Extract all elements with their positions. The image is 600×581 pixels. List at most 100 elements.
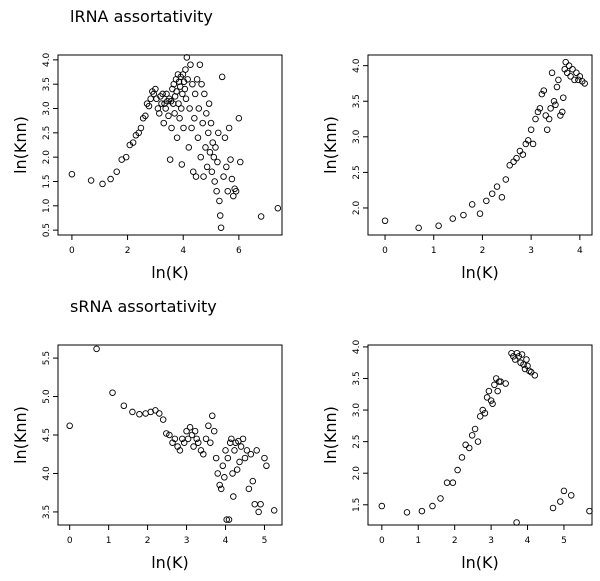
y-axis-label: ln(Knn): [11, 406, 30, 464]
x-axis-label: ln(K): [151, 553, 189, 572]
point: [222, 447, 229, 454]
point: [198, 80, 205, 88]
plot-frame: [57, 54, 283, 236]
y-tick-label: 4.0: [42, 52, 52, 67]
x-tick-label: 0: [69, 246, 75, 256]
point: [107, 175, 114, 183]
point: [200, 173, 207, 180]
point: [513, 154, 520, 162]
point: [196, 61, 204, 68]
point: [549, 504, 557, 512]
point: [213, 187, 220, 195]
point: [543, 126, 551, 133]
point: [120, 402, 128, 410]
point: [502, 176, 510, 183]
y-tick-label: 3.5: [42, 77, 52, 91]
point: [516, 147, 524, 155]
y-tick-label: 4.0: [352, 339, 362, 354]
point: [245, 485, 253, 493]
x-tick-label: 2: [452, 536, 458, 546]
point: [182, 66, 189, 73]
point: [237, 158, 244, 166]
point: [214, 158, 221, 166]
y-tick-label: 3.5: [352, 94, 362, 108]
point: [186, 424, 194, 431]
point: [99, 180, 106, 188]
point: [253, 447, 260, 454]
y-tick-label: 0.5: [42, 223, 52, 237]
x-tick-label: 4: [223, 536, 229, 546]
point: [571, 76, 578, 84]
x-tick-label: 6: [236, 246, 242, 256]
x-axis-label: ln(K): [151, 263, 189, 282]
point: [237, 443, 245, 450]
point: [173, 134, 181, 141]
point: [493, 183, 501, 190]
point: [187, 61, 194, 68]
point: [573, 69, 580, 77]
point: [156, 110, 163, 117]
point: [178, 105, 185, 112]
point: [532, 115, 539, 123]
point: [449, 479, 457, 486]
x-tick-label: 0: [382, 246, 388, 256]
point: [202, 144, 209, 151]
x-tick-label: 0: [379, 536, 385, 546]
point: [188, 431, 196, 439]
point: [230, 192, 237, 200]
point: [113, 168, 120, 176]
point: [68, 170, 76, 178]
point: [193, 76, 201, 83]
point: [193, 435, 200, 443]
point: [217, 485, 225, 493]
point: [181, 85, 189, 93]
point: [227, 156, 234, 163]
point: [468, 201, 476, 208]
point: [553, 83, 561, 91]
point: [241, 454, 249, 462]
x-axis-label: ln(K): [461, 553, 499, 572]
point: [581, 80, 588, 87]
point: [542, 112, 549, 119]
y-tick-label: 3.0: [352, 129, 362, 144]
point: [159, 90, 166, 98]
point: [219, 462, 227, 470]
point: [483, 394, 491, 401]
point: [216, 212, 224, 219]
point: [557, 112, 564, 119]
point: [526, 367, 533, 375]
plot-frame: [367, 344, 593, 526]
point: [205, 100, 213, 107]
y-tick-label: 1.5: [42, 174, 52, 188]
plot-frame: [57, 344, 283, 526]
point: [536, 105, 544, 112]
point: [180, 439, 188, 446]
x-tick-label: 5: [262, 536, 268, 546]
y-tick-label: 1.0: [42, 198, 52, 213]
y-tick-label: 2.0: [352, 201, 362, 216]
point: [458, 454, 466, 461]
point: [223, 163, 230, 171]
x-tick-label: 2: [125, 246, 131, 256]
point: [175, 100, 182, 107]
chart-title: lRNA assortativity: [70, 7, 213, 26]
point: [565, 62, 573, 69]
point: [129, 139, 137, 146]
point: [418, 507, 426, 515]
point: [163, 430, 170, 437]
point: [249, 477, 257, 485]
point: [189, 80, 196, 88]
x-tick-label: 5: [561, 536, 567, 546]
point: [171, 435, 179, 443]
point: [216, 197, 223, 205]
y-axis-label: ln(Knn): [321, 406, 340, 464]
point: [184, 435, 192, 443]
y-tick-label: 2.5: [42, 126, 52, 140]
y-tick-label: 2.5: [352, 434, 362, 448]
x-tick-label: 3: [528, 246, 534, 256]
point: [220, 173, 227, 180]
point: [527, 368, 535, 376]
point: [474, 438, 482, 445]
point: [190, 443, 197, 450]
point: [183, 427, 190, 435]
